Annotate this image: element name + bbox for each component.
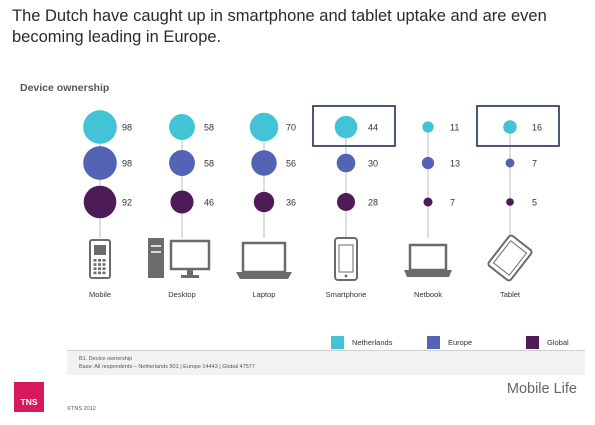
bubble-europe-tablet (505, 158, 515, 168)
category-label-mobile: Mobile (89, 290, 111, 299)
value-label-europe-desktop: 58 (204, 159, 214, 169)
bubble-netherlands-smartphone (334, 115, 358, 139)
legend-item-netherlands: Netherlands (331, 336, 392, 349)
value-label-netherlands-mobile: 98 (122, 123, 132, 133)
bubble-europe-netbook (421, 156, 435, 170)
tablet-icon (487, 234, 533, 282)
category-label-netbook: Netbook (414, 290, 442, 299)
legend-label-global: Global (547, 338, 569, 347)
bubble-europe-desktop (169, 150, 195, 176)
legend-swatch-netherlands (331, 336, 344, 349)
value-label-global-tablet: 5 (532, 198, 537, 208)
bubble-global-mobile (83, 185, 117, 219)
value-label-global-mobile: 92 (122, 198, 132, 208)
value-label-europe-smartphone: 30 (368, 159, 378, 169)
bubble-netherlands-netbook (422, 121, 434, 133)
footer-base: Base: All respondents – Netherlands 501 … (79, 364, 255, 370)
value-label-global-laptop: 36 (286, 198, 296, 208)
copyright-text: ©TNS 2012 (67, 406, 96, 412)
laptop-icon (236, 241, 292, 279)
legend-item-global: Global (526, 336, 569, 349)
value-label-netherlands-netbook: 11 (450, 123, 459, 133)
bubble-europe-laptop (251, 150, 277, 176)
desktop-computer-icon (148, 238, 211, 278)
tns-logo: TNS (14, 382, 44, 412)
value-label-global-desktop: 46 (204, 198, 214, 208)
section-label: Device ownership (20, 82, 110, 94)
device-ownership-chart: 98 98 92 Mobile 58 58 46 Desktop 70 56 36 Laptop 44 3… (83, 105, 560, 299)
bubble-europe-smartphone (336, 153, 356, 173)
footer-note-box: B1. Device ownership Base: All responden… (67, 350, 585, 375)
bubble-global-laptop (253, 191, 275, 213)
smartphone-icon (334, 237, 358, 281)
category-label-desktop: Desktop (168, 290, 196, 299)
value-label-europe-laptop: 56 (286, 159, 296, 169)
value-label-netherlands-smartphone: 44 (368, 123, 378, 133)
page-title: The Dutch have caught up in smartphone a… (12, 7, 547, 46)
bubble-global-netbook (423, 197, 433, 207)
bubble-global-tablet (506, 198, 514, 206)
footer-question: B1. Device ownership (79, 356, 133, 362)
bubble-europe-mobile (83, 146, 117, 180)
legend-item-europe: Europe (427, 336, 472, 349)
category-label-laptop: Laptop (253, 290, 276, 299)
value-label-europe-netbook: 13 (450, 159, 460, 169)
bubble-netherlands-laptop (249, 112, 279, 142)
value-label-global-netbook: 7 (450, 198, 455, 208)
bubble-global-desktop (170, 190, 194, 214)
bubble-global-smartphone (337, 193, 355, 211)
value-label-europe-mobile: 98 (122, 159, 132, 169)
legend-swatch-global (526, 336, 539, 349)
value-label-global-smartphone: 28 (368, 198, 378, 208)
legend-swatch-europe (427, 336, 440, 349)
category-label-tablet: Tablet (500, 290, 521, 299)
bubble-netherlands-mobile (83, 110, 117, 144)
legend-label-netherlands: Netherlands (352, 338, 393, 347)
bubble-netherlands-tablet (503, 120, 517, 134)
value-label-netherlands-desktop: 58 (204, 123, 214, 133)
netbook-icon (404, 243, 452, 277)
category-label-smartphone: Smartphone (326, 290, 367, 299)
legend-label-europe: Europe (448, 338, 473, 347)
bubble-netherlands-desktop (169, 114, 195, 140)
value-label-netherlands-laptop: 70 (286, 123, 296, 133)
value-label-europe-tablet: 7 (532, 159, 537, 169)
highlight-box-smartphone (312, 105, 396, 147)
mobile-phone-icon (89, 239, 111, 279)
brand-label: Mobile Life (506, 381, 577, 397)
highlight-box-tablet (476, 105, 560, 147)
value-label-netherlands-tablet: 16 (532, 123, 542, 133)
